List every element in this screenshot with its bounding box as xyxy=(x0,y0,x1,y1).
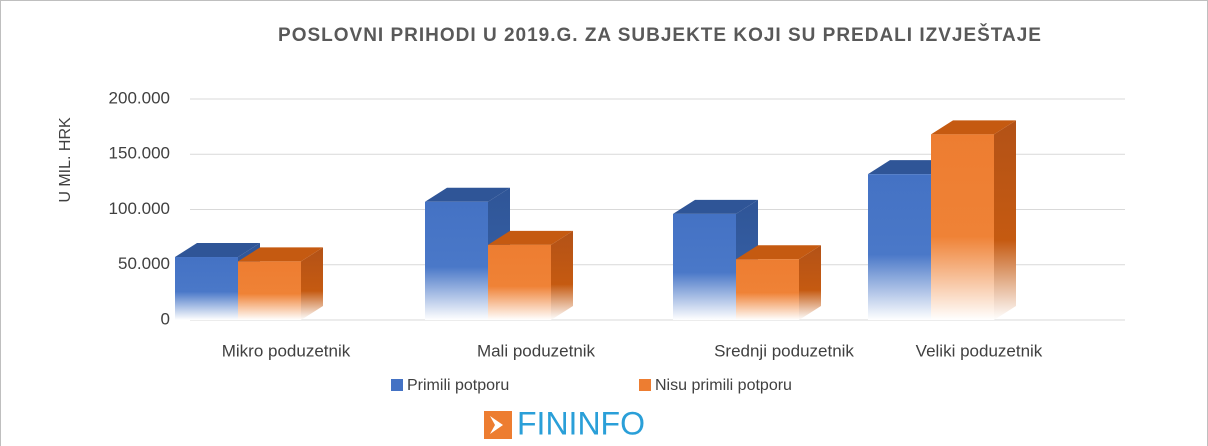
x-tick-label: Veliki poduzetnik xyxy=(916,341,1043,360)
bar-top xyxy=(488,230,573,245)
y-tick-label: 0 xyxy=(161,309,170,328)
bar-front xyxy=(488,244,551,320)
bar-side xyxy=(551,230,573,320)
bar-front xyxy=(931,134,994,320)
bar-top xyxy=(673,199,758,214)
y-tick-label: 100.000 xyxy=(109,199,170,218)
bar-top xyxy=(238,247,323,262)
bar xyxy=(931,120,1016,320)
x-tick-label: Mikro poduzetnik xyxy=(222,341,351,360)
bar xyxy=(238,247,323,320)
legend-swatch xyxy=(391,379,403,391)
x-tick-label: Mali poduzetnik xyxy=(477,341,596,360)
legend-label: Nisu primili potporu xyxy=(655,377,792,394)
bar-top xyxy=(931,120,1016,135)
bar-front xyxy=(673,213,736,320)
bar-side xyxy=(799,245,821,320)
logo-arrow xyxy=(490,416,503,434)
y-tick-label: 50.000 xyxy=(118,254,170,273)
bar-side xyxy=(301,247,323,320)
bar xyxy=(736,245,821,320)
bar-front xyxy=(736,259,799,320)
bar-front xyxy=(238,261,301,320)
y-axis-label: U MIL. HRK xyxy=(57,117,74,203)
logo-text: FININFO xyxy=(517,405,645,441)
bar-front xyxy=(425,201,488,320)
bar-side xyxy=(994,120,1016,320)
bar-front xyxy=(868,174,931,320)
legend-swatch xyxy=(639,379,651,391)
logo: FININFO xyxy=(484,405,645,441)
y-tick-label: 150.000 xyxy=(109,144,170,163)
bar-top xyxy=(736,245,821,260)
legend-label: Primili potporu xyxy=(407,377,509,394)
chart-title: POSLOVNI PRIHODI U 2019.G. ZA SUBJEKTE K… xyxy=(278,24,1042,46)
bar-top xyxy=(425,187,510,202)
y-tick-label: 200.000 xyxy=(109,88,170,107)
bar-top xyxy=(175,243,260,258)
bar-front xyxy=(175,257,238,320)
bar xyxy=(488,230,573,320)
x-tick-label: Srednji poduzetnik xyxy=(714,341,854,360)
